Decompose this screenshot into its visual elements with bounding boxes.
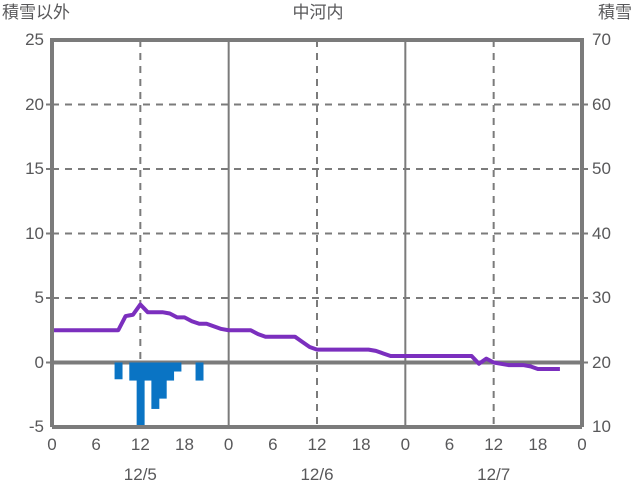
day-label: 12/7	[477, 465, 511, 484]
precip-bar	[173, 362, 182, 372]
left-axis-title: 積雪以外	[2, 3, 70, 22]
ytick-label-left: 20	[25, 94, 44, 114]
precip-bar	[166, 362, 175, 381]
precip-bar	[158, 362, 167, 399]
xtick-label: 18	[351, 435, 371, 454]
ytick-label-left: 5	[34, 288, 44, 307]
xtick-label: 0	[577, 435, 587, 454]
xtick-label: 0	[47, 435, 57, 454]
ytick-label-left: 10	[25, 223, 44, 243]
xtick-label: 12	[307, 435, 327, 454]
ytick-label-right: 60	[592, 94, 611, 114]
xtick-label: 18	[528, 435, 548, 454]
right-axis-title: 積雪	[598, 3, 632, 22]
precip-bar	[195, 362, 204, 381]
xtick-label: 6	[444, 435, 455, 454]
ytick-label-left: 25	[25, 30, 44, 49]
chart-title: 中河内	[292, 3, 344, 22]
day-label: 12/5	[123, 465, 157, 484]
ytick-label-right: 40	[592, 223, 611, 243]
precip-bar	[136, 362, 145, 426]
xtick-label: 0	[223, 435, 234, 454]
ytick-label-right: 10	[592, 417, 611, 436]
xtick-label: 6	[91, 435, 101, 454]
snow-depth-line	[52, 302, 560, 371]
ytick-label-right: 30	[592, 288, 611, 307]
ytick-label-left: 15	[25, 159, 44, 178]
precip-bar	[151, 362, 160, 409]
xtick-label: 0	[400, 435, 411, 454]
xtick-label: 12	[484, 435, 504, 454]
precip-bar	[129, 362, 138, 381]
ytick-label-left: -5	[28, 417, 44, 436]
xtick-label: 6	[268, 435, 278, 454]
precip-bar	[144, 362, 152, 381]
precip-bar	[114, 362, 123, 380]
ytick-label-left: 0	[34, 352, 44, 372]
day-label: 12/6	[300, 465, 334, 484]
xtick-label: 12	[130, 435, 150, 454]
ytick-label-right: 50	[592, 159, 611, 178]
ytick-label-right: 70	[592, 30, 611, 49]
ytick-label-right: 20	[592, 352, 611, 372]
xtick-label: 18	[175, 435, 194, 454]
